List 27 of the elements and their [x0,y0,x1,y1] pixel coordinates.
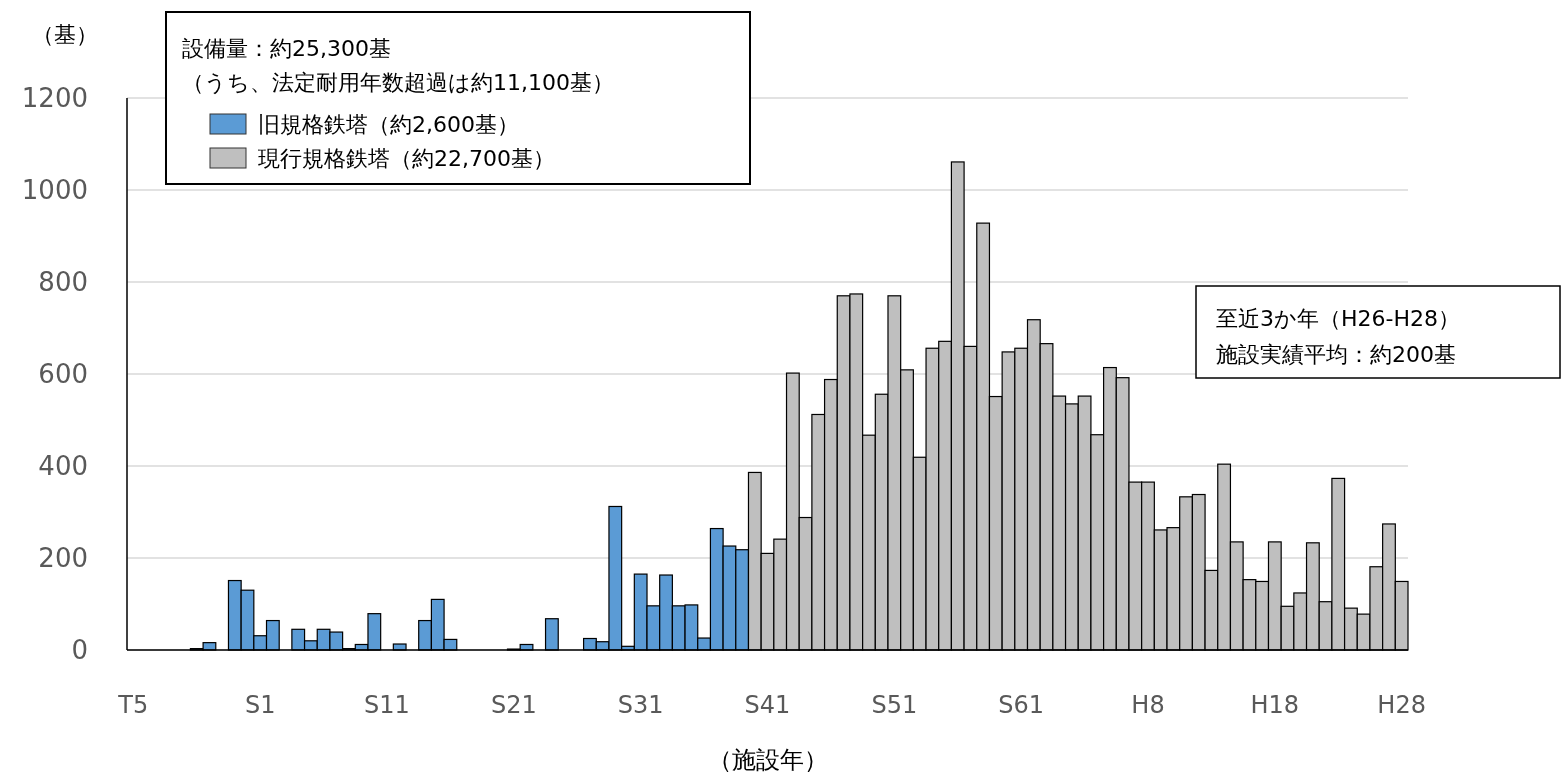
x-tick-label: S21 [490,691,537,719]
annotation-box: 至近3か年（H26-H28） 施設実績平均：約200基 [1195,285,1561,379]
y-tick-label: 0 [71,635,88,665]
x-tick-label: H18 [1250,691,1300,719]
legend-title: 設備量：約25,300基 [182,36,391,61]
annotation: 施設実績平均：約200基 [1216,342,1456,367]
legend-label: 旧規格鉄塔（約2,600基） [258,112,519,137]
annotation: 至近3か年（H26-H28） [1216,306,1461,331]
y-tick-label: 1000 [21,175,88,205]
x-tick-label: S31 [617,691,664,719]
y-axis-title: （基） [32,22,98,47]
y-tick-label: 1200 [21,83,88,113]
x-tick-label: S51 [871,691,918,719]
x-axis-title: （施設年） [707,746,828,774]
x-tick-label: S1 [244,691,276,719]
y-tick-label: 600 [38,359,88,389]
y-tick-label: 200 [38,543,88,573]
x-tick-label: S41 [744,691,791,719]
x-tick-label: S11 [364,691,410,719]
y-tick-label: 400 [38,451,88,481]
legend-label: 現行規格鉄塔（約22,700基） [258,146,555,171]
x-tick-label: H8 [1131,691,1165,719]
x-tick-label: H28 [1377,691,1426,719]
text: （うち、法定耐用年数超過は約11,100基） [182,70,614,95]
y-tick-label: 800 [38,267,88,297]
x-tick-label: T5 [117,691,149,719]
x-tick-label: S61 [998,691,1045,719]
